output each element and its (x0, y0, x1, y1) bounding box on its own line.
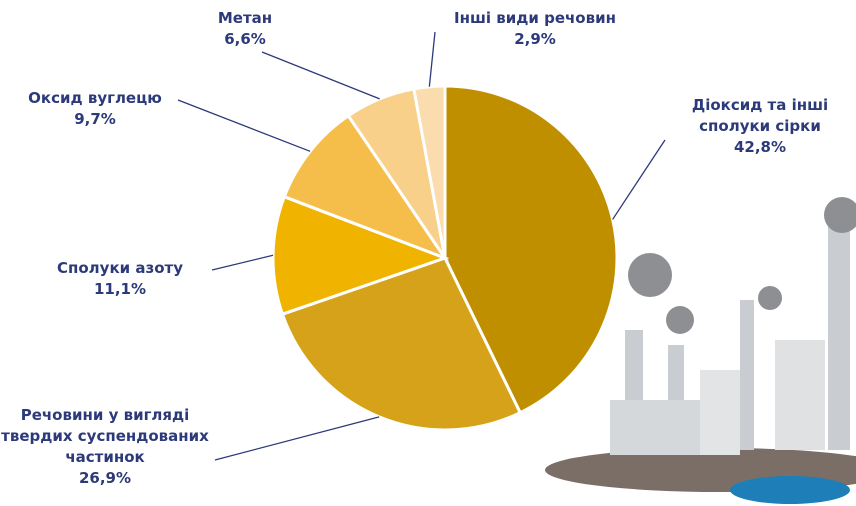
slice-label: Діоксид та інші сполуки сірки 42,8% (675, 95, 845, 158)
leader-line (214, 416, 380, 461)
value-label: 42,8% (733, 138, 787, 156)
factory-illustration (545, 197, 856, 504)
value-label: 2,9% (514, 30, 556, 48)
category-label: Діоксид та інші сполуки сірки (691, 96, 829, 135)
leader-line (428, 31, 436, 87)
pie-slice (271, 194, 450, 317)
category-label: Сполуки азоту (57, 259, 183, 277)
leader-line (177, 99, 311, 152)
value-label: 9,7% (74, 110, 116, 128)
slice-label: Сполуки азоту 11,1% (30, 258, 210, 300)
value-label: 6,6% (224, 30, 266, 48)
category-label: Метан (217, 9, 273, 27)
slice-label: Інші види речовин 2,9% (445, 8, 625, 50)
category-label: Оксид вуглецю (28, 89, 162, 107)
leader-line (612, 139, 666, 220)
value-label: 11,1% (93, 280, 147, 298)
slice-label: Речовини у вигляді твердих суспендованих… (0, 405, 220, 489)
pie-slice (443, 84, 619, 415)
value-label: 26,9% (78, 469, 132, 487)
category-label: Інші види речовин (454, 9, 616, 27)
category-label: Речовини у вигляді твердих суспендованих… (1, 406, 209, 466)
pie-slice (280, 256, 523, 432)
leader-line (261, 51, 380, 100)
slice-label: Оксид вуглецю 9,7% (5, 88, 185, 130)
leader-line (211, 254, 274, 271)
slice-label: Метан 6,6% (195, 8, 295, 50)
